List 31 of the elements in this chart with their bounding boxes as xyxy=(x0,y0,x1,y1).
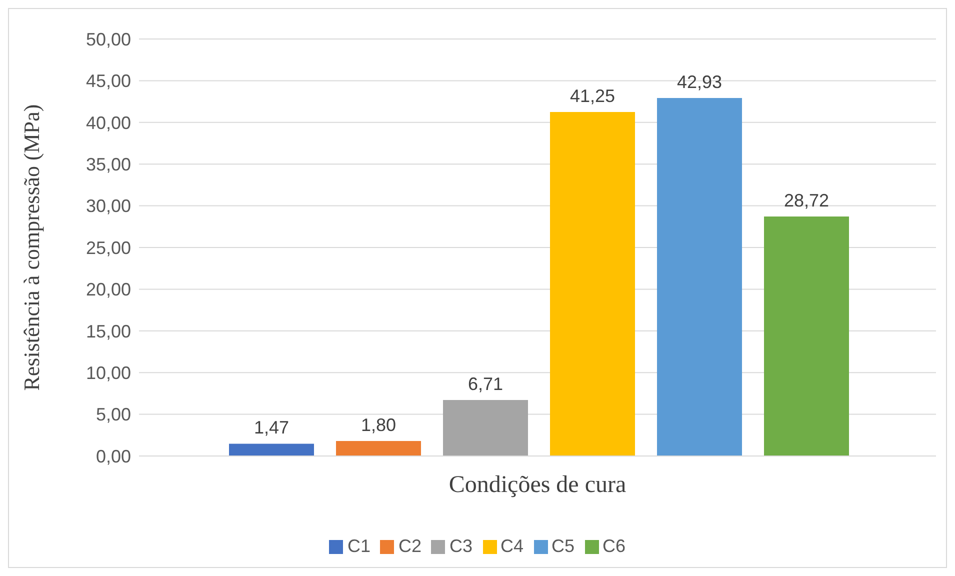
y-tick-label: 50,00 xyxy=(86,29,131,50)
data-label: 1,80 xyxy=(360,414,396,435)
y-tick-label: 30,00 xyxy=(86,196,131,216)
bar xyxy=(657,98,742,456)
data-label: 1,47 xyxy=(254,418,290,438)
data-label: 28,72 xyxy=(784,190,830,210)
x-axis-title: Condições de cura xyxy=(448,472,626,498)
y-tick-label: 10,00 xyxy=(86,362,131,383)
bar xyxy=(764,216,849,456)
legend-label: C4 xyxy=(500,536,524,556)
y-tick-label: 15,00 xyxy=(86,321,131,342)
y-tick-label: 5,00 xyxy=(96,404,131,425)
y-axis-title: Resistência à compressão (MPa) xyxy=(18,104,44,391)
legend-label: C6 xyxy=(602,536,626,556)
bar xyxy=(229,444,314,456)
y-tick-label: 20,00 xyxy=(86,280,131,300)
bar xyxy=(443,400,528,456)
y-tick-label: 45,00 xyxy=(86,71,131,92)
y-tick-label: 0,00 xyxy=(96,446,131,466)
y-tick-label: 35,00 xyxy=(86,154,131,174)
y-tick-label: 25,00 xyxy=(86,238,131,258)
legend-label: C1 xyxy=(347,536,370,556)
y-tick-label: 40,00 xyxy=(86,112,131,133)
bar xyxy=(336,440,421,456)
bar xyxy=(550,112,635,456)
legend-label: C3 xyxy=(449,536,472,556)
data-label: 41,25 xyxy=(570,86,616,106)
data-label: 6,71 xyxy=(468,374,504,394)
legend-label: C5 xyxy=(552,536,575,556)
data-label: 42,93 xyxy=(676,72,722,92)
legend-label: C2 xyxy=(398,536,422,556)
